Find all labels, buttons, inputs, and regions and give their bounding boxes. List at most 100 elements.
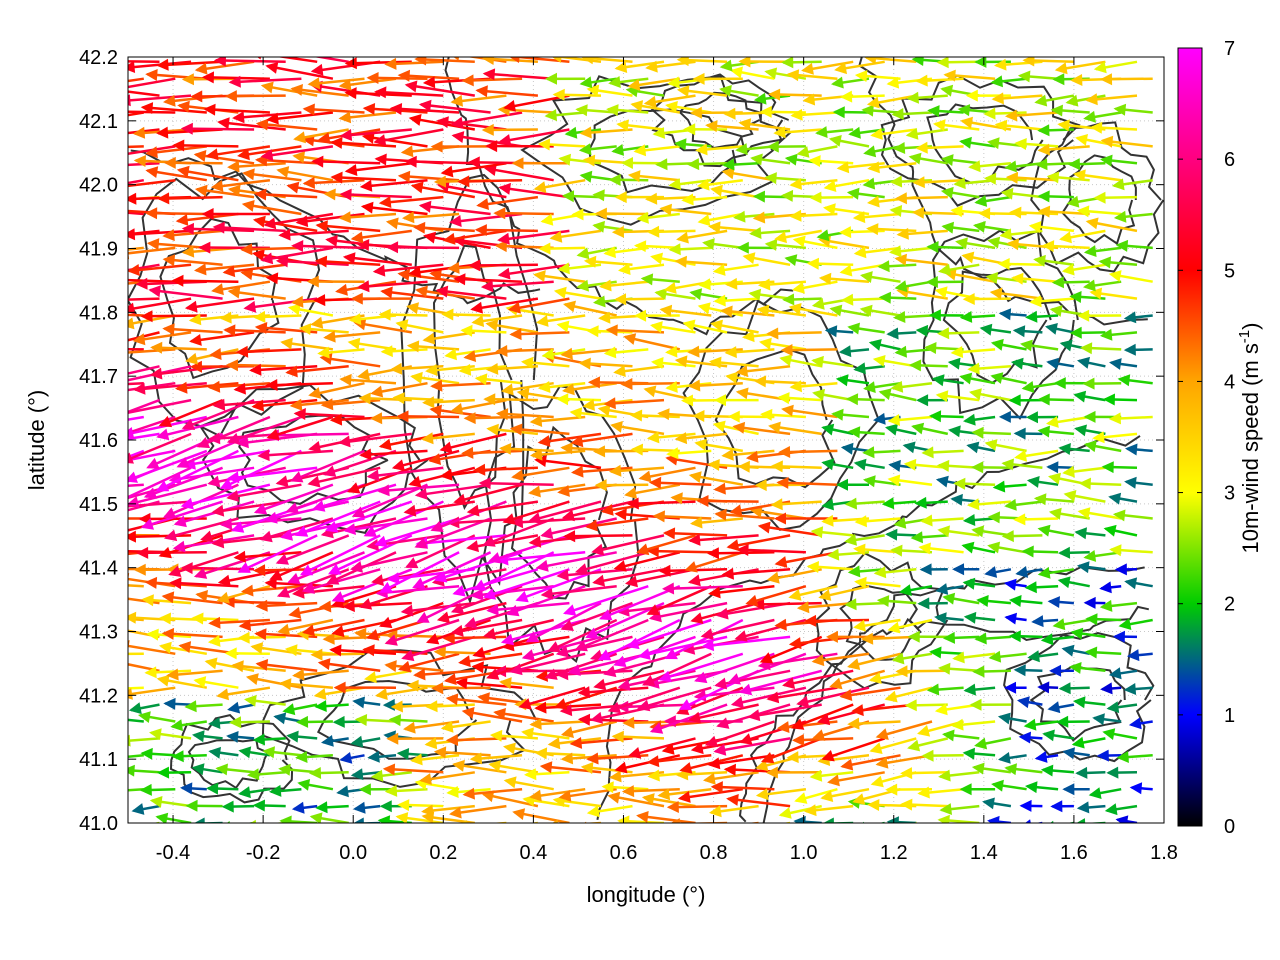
wind-vector-head — [721, 167, 735, 180]
wind-vector-head — [219, 517, 233, 530]
wind-vector-head — [725, 371, 738, 384]
wind-vector-head — [668, 243, 681, 256]
wind-vector-shaft — [233, 111, 302, 120]
wind-vector-shaft — [160, 398, 224, 427]
wind-vector-head — [894, 253, 907, 266]
wind-vector-head — [483, 393, 496, 406]
wind-vector-shaft — [456, 680, 523, 689]
wind-vector-head — [926, 683, 940, 696]
wind-vector-head — [210, 180, 224, 192]
wind-vector-head — [820, 790, 834, 802]
wind-vector-head — [253, 310, 266, 323]
wind-vector-head — [677, 791, 691, 803]
wind-vector-head — [285, 502, 300, 514]
wind-vector-head — [254, 188, 267, 201]
wind-vector-head — [552, 819, 558, 823]
wind-vector-head — [862, 446, 875, 459]
y-tick-label: 41.6 — [79, 430, 118, 452]
wind-vector-head — [493, 207, 506, 220]
wind-vector-head — [254, 628, 267, 641]
wind-vector-head — [291, 801, 305, 814]
wind-vector-head — [575, 104, 588, 117]
wind-vector-head — [338, 111, 352, 124]
wind-vector-head — [291, 295, 304, 308]
wind-vector-head — [965, 89, 978, 102]
wind-vector-head — [560, 752, 574, 765]
wind-vector-shaft — [368, 466, 444, 478]
colorbar-tick-label: 3 — [1224, 483, 1235, 505]
wind-vector-head — [1074, 424, 1087, 437]
wind-vector-shaft — [128, 737, 160, 742]
wind-vector-head — [736, 241, 749, 254]
wind-vector-head — [812, 388, 825, 401]
wind-vector-head — [163, 94, 176, 107]
wind-vector-head — [143, 487, 158, 499]
wind-vector-shaft — [128, 229, 192, 236]
wind-vector-shaft — [406, 160, 475, 165]
wind-vector-head — [924, 342, 937, 354]
wind-vector-head — [1024, 581, 1037, 594]
wind-vector-head — [998, 308, 1012, 321]
wind-vector-head — [593, 445, 606, 458]
wind-vector-head — [442, 632, 455, 645]
wind-vector-head — [299, 564, 314, 576]
wind-vector-head — [128, 264, 140, 276]
wind-vector-head — [257, 449, 270, 462]
wind-vector-head — [293, 408, 306, 420]
wind-vector-shaft — [444, 635, 507, 640]
wind-vector-head — [774, 556, 788, 568]
wind-vector-head — [359, 448, 372, 461]
wind-vector-head — [616, 119, 629, 132]
wind-vector-shaft — [478, 195, 539, 207]
wind-vector-head — [768, 88, 781, 101]
wind-vector-head — [886, 816, 899, 823]
wind-vector-head — [920, 514, 933, 527]
wind-vector-shaft — [176, 381, 239, 390]
wind-vector-head — [161, 591, 175, 604]
wind-vector-head — [674, 255, 687, 268]
wind-vector-shaft — [375, 517, 460, 546]
wind-vector-head — [937, 459, 950, 472]
wind-vector-shaft — [709, 754, 775, 766]
wind-vector-head — [935, 583, 949, 595]
wind-vector-head — [578, 357, 591, 370]
wind-vector-head — [1100, 682, 1113, 695]
wind-vector-head — [1046, 461, 1059, 474]
wind-vector-head — [296, 715, 309, 728]
wind-vector-head — [634, 309, 647, 322]
colorbar-gradient — [1177, 47, 1203, 827]
wind-vector-head — [1106, 701, 1120, 714]
wind-vector-head — [162, 254, 176, 267]
wind-vector-head — [614, 508, 627, 521]
wind-vector-head — [185, 352, 199, 365]
wind-vector-head — [812, 729, 826, 741]
wind-vector-head — [301, 582, 315, 594]
wind-vector-head — [344, 87, 357, 100]
wind-vector-head — [315, 801, 328, 814]
wind-vector-head — [275, 553, 289, 565]
wind-vector-head — [654, 288, 668, 300]
wind-vector-head — [628, 747, 642, 759]
wind-vector-head — [184, 300, 198, 313]
wind-vector-head — [1001, 530, 1014, 543]
wind-vector-head — [128, 228, 136, 241]
wind-vector-head — [280, 337, 293, 350]
wind-vector-shaft — [572, 432, 633, 444]
wind-vector-head — [917, 786, 930, 799]
wind-vector-head — [206, 782, 219, 795]
wind-vector-head — [663, 282, 677, 294]
wind-vector-head — [974, 195, 988, 207]
wind-vector-head — [384, 57, 397, 70]
wind-vector-head — [994, 58, 1007, 71]
wind-vector-shaft — [372, 568, 444, 584]
wind-vector-head — [406, 679, 419, 692]
wind-vector-head — [1123, 683, 1137, 695]
wind-vector-head — [650, 321, 663, 333]
wind-vector-head — [910, 531, 923, 544]
y-tick-label: 41.8 — [79, 302, 118, 324]
wind-vector-shaft — [128, 381, 144, 386]
wind-vector-shaft — [398, 415, 460, 419]
wind-vector-shaft — [471, 297, 539, 311]
wind-vector-head — [776, 721, 790, 733]
wind-vector-head — [818, 272, 832, 285]
